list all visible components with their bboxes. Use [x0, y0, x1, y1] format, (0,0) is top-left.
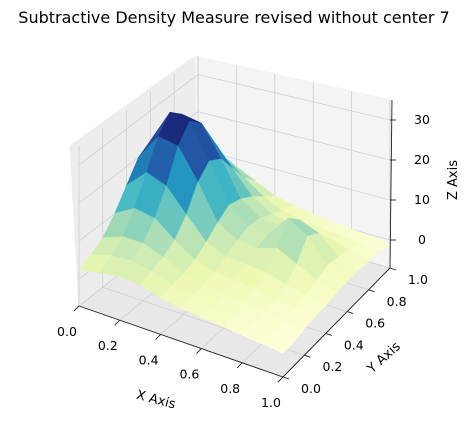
z-tick-label: 0 [418, 232, 426, 247]
surface-mesh [78, 111, 391, 354]
z-tick-label: 30 [414, 112, 430, 127]
y-tick [389, 267, 397, 271]
y-tick [347, 311, 354, 315]
y-axis-line [282, 267, 391, 378]
tick-marks [73, 119, 397, 383]
x-tick-label: 1.0 [261, 395, 281, 410]
x-axis-line [78, 305, 284, 378]
surface-patch [262, 332, 295, 354]
y-axis-label: Y Axis [364, 339, 404, 377]
z-tick-label: 10 [414, 192, 430, 207]
y-tick-label: 0.2 [322, 359, 342, 374]
y-tick [304, 354, 311, 358]
y-tick-label: 1.0 [408, 272, 428, 287]
y-tick [325, 332, 332, 336]
grid-z [78, 111, 391, 204]
y-tick-label: 0.8 [387, 294, 407, 309]
z-tick-label: 20 [414, 152, 430, 167]
chart-title: Subtractive Density Measure revised with… [18, 8, 450, 27]
x-tick [114, 319, 121, 326]
y-tick-label: 0.0 [301, 381, 321, 396]
x-tick-label: 0.4 [139, 352, 159, 367]
grid-z [78, 74, 391, 166]
x-tick [196, 348, 202, 354]
x-tick-label: 0.6 [179, 367, 199, 382]
x-tick-label: 0.0 [57, 324, 77, 339]
y-tick [368, 289, 375, 293]
x-tick-label: 0.2 [98, 338, 118, 353]
x-axis-label: X Axis [135, 388, 178, 413]
y-tick-label: 0.6 [365, 316, 385, 331]
x-tick [236, 362, 243, 369]
x-tick [277, 376, 284, 383]
x-tick [155, 334, 161, 340]
z-axis-label: Z Axis [446, 160, 461, 200]
y-tick [282, 376, 290, 380]
x-tick [73, 305, 80, 312]
x-tick-label: 0.8 [220, 381, 240, 396]
y-tick-label: 0.4 [344, 337, 364, 352]
